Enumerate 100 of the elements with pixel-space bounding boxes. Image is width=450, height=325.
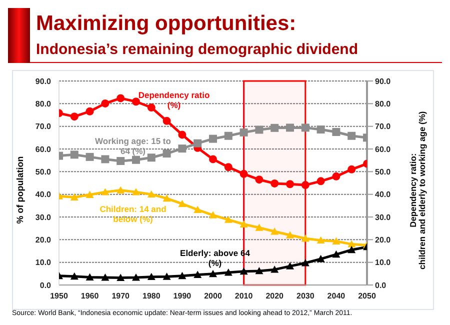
point xyxy=(116,157,125,166)
point xyxy=(147,104,156,112)
x-tick-label: 1970 xyxy=(112,292,130,301)
point xyxy=(162,150,171,158)
y-tick-label: 0.0 xyxy=(40,280,52,290)
y2-tick-label: 50.0 xyxy=(375,168,392,177)
y-tick-label: 10.0 xyxy=(35,258,52,268)
point xyxy=(332,172,340,180)
point xyxy=(255,266,264,274)
y-tick-label: 20.0 xyxy=(35,236,52,245)
point xyxy=(209,134,217,143)
x-tick-label: 1990 xyxy=(173,292,192,301)
x-tick-label: 2040 xyxy=(327,292,346,301)
point xyxy=(224,163,232,172)
point xyxy=(316,126,325,134)
point xyxy=(316,254,325,262)
point xyxy=(132,274,140,281)
point xyxy=(348,132,356,140)
y-axis-title: % of population xyxy=(15,156,25,224)
x-tick-label: 1980 xyxy=(142,292,161,301)
point xyxy=(116,94,125,102)
point xyxy=(101,274,110,281)
y2-tick-label: 70.0 xyxy=(375,122,392,132)
point xyxy=(70,272,78,280)
point xyxy=(132,156,140,164)
x-tick-label: 2050 xyxy=(358,292,376,301)
point xyxy=(255,126,264,134)
point xyxy=(301,259,310,266)
point xyxy=(286,180,294,188)
point xyxy=(101,99,110,108)
point xyxy=(255,176,264,184)
point xyxy=(301,181,310,190)
point xyxy=(270,124,279,132)
point xyxy=(301,124,310,132)
point xyxy=(116,186,125,194)
y-tick-label: 40.0 xyxy=(35,190,52,200)
point xyxy=(147,154,156,162)
point xyxy=(162,272,171,280)
point xyxy=(178,200,186,208)
point xyxy=(194,139,202,148)
point xyxy=(224,216,232,223)
point xyxy=(224,268,232,276)
y2-tick-label: 20.0 xyxy=(375,236,392,245)
point xyxy=(116,274,125,281)
point xyxy=(86,107,94,116)
point xyxy=(162,116,171,125)
point xyxy=(255,224,264,231)
point xyxy=(332,250,340,258)
point xyxy=(86,152,94,161)
point xyxy=(162,194,171,202)
point xyxy=(316,177,325,186)
point xyxy=(301,234,310,242)
point xyxy=(70,150,78,159)
y-tick-label: 60.0 xyxy=(35,144,52,154)
y-tick-label: 30.0 xyxy=(35,212,52,222)
x-tick-label: 1960 xyxy=(80,292,100,301)
y2-tick-label: 0.0 xyxy=(375,280,387,290)
point xyxy=(348,165,356,174)
point xyxy=(101,188,110,196)
point xyxy=(178,130,186,139)
series-label: Children: 14 and below (%) xyxy=(98,204,168,225)
point xyxy=(240,267,248,275)
x-tick-label: 2010 xyxy=(234,292,254,301)
point xyxy=(70,112,78,121)
point xyxy=(209,211,217,218)
point xyxy=(332,128,340,136)
point xyxy=(224,132,232,140)
chart-subtitle: Indonesia’s remaining demographic dividend xyxy=(36,41,358,58)
x-tick-label: 1950 xyxy=(50,292,68,301)
point xyxy=(240,170,248,178)
point xyxy=(194,206,202,213)
point xyxy=(70,193,78,200)
point xyxy=(270,228,279,235)
point xyxy=(209,270,217,278)
point xyxy=(240,220,248,228)
x-tick-label: 2000 xyxy=(204,292,222,301)
point xyxy=(348,246,356,254)
point xyxy=(147,272,156,280)
point xyxy=(270,179,279,188)
y-tick-label: 50.0 xyxy=(35,168,52,177)
point xyxy=(178,144,186,153)
point xyxy=(286,124,294,132)
point xyxy=(286,231,294,238)
point xyxy=(147,190,156,198)
point xyxy=(86,273,94,280)
y-tick-label: 70.0 xyxy=(35,122,52,132)
point xyxy=(316,236,325,244)
series-label: Dependency ratio (%) xyxy=(137,90,211,111)
point xyxy=(86,190,94,198)
y2-tick-label: 90.0 xyxy=(375,76,392,86)
y2-tick-label: 80.0 xyxy=(375,100,392,109)
point xyxy=(286,262,294,270)
chart-title: Maximizing opportunities: xyxy=(36,12,296,36)
y2-tick-label: 60.0 xyxy=(375,144,392,154)
x-tick-label: 2020 xyxy=(266,292,284,301)
y2-tick-label: 40.0 xyxy=(375,190,392,200)
point xyxy=(132,188,140,196)
point xyxy=(348,240,356,248)
point xyxy=(270,266,279,273)
point xyxy=(178,272,186,280)
